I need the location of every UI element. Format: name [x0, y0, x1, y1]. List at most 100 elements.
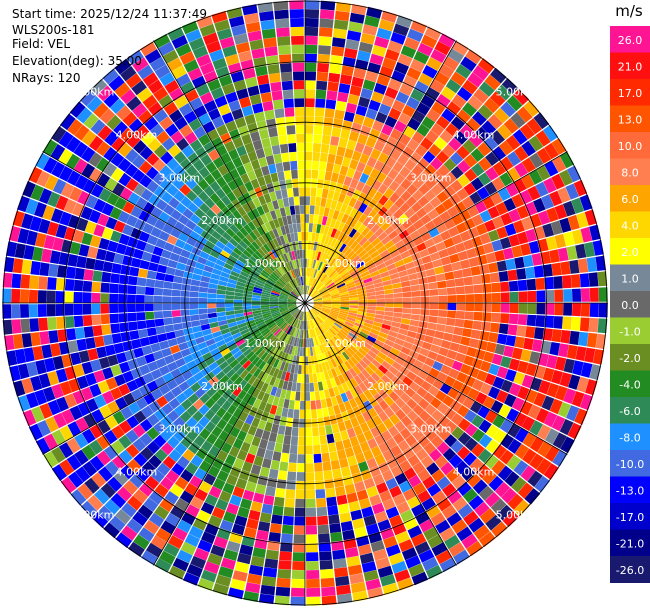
- velocity-gate: [291, 346, 296, 356]
- velocity-gate: [513, 499, 530, 517]
- velocity-gate: [59, 425, 74, 441]
- velocity-gate: [261, 203, 270, 214]
- velocity-gate: [4, 335, 15, 351]
- velocity-gate: [152, 246, 164, 257]
- velocity-gate: [102, 68, 119, 85]
- velocity-gate: [345, 102, 358, 114]
- velocity-gate: [373, 403, 384, 415]
- velocity-gate: [245, 76, 258, 88]
- velocity-gate: [416, 102, 431, 116]
- velocity-gate: [488, 386, 501, 400]
- velocity-gate: [526, 278, 537, 291]
- velocity-gate: [269, 275, 278, 282]
- velocity-gate: [431, 101, 446, 115]
- velocity-gate: [327, 442, 337, 453]
- velocity-gate: [297, 232, 302, 241]
- velocity-gate: [323, 332, 330, 342]
- velocity-gate: [228, 446, 240, 458]
- velocity-gate: [211, 230, 222, 241]
- velocity-gate: [314, 317, 321, 326]
- velocity-gate: [230, 347, 241, 356]
- velocity-gate: [278, 305, 288, 309]
- velocity-gate: [305, 35, 318, 45]
- velocity-gate: [397, 440, 410, 452]
- velocity-gate: [321, 362, 327, 372]
- velocity-gate: [124, 163, 139, 178]
- velocity-gate: [109, 313, 119, 324]
- velocity-gate: [66, 136, 81, 153]
- velocity-gate: [400, 178, 412, 190]
- velocity-gate: [378, 364, 388, 375]
- velocity-gate: [30, 332, 41, 347]
- velocity-gate: [242, 68, 256, 80]
- velocity-gate: [420, 455, 434, 469]
- velocity-gate: [483, 136, 499, 151]
- velocity-gate: [483, 396, 496, 409]
- velocity-gate: [377, 351, 387, 361]
- velocity-gate: [373, 191, 383, 202]
- velocity-gate: [268, 127, 278, 138]
- velocity-gate: [186, 564, 203, 578]
- velocity-gate: [460, 336, 471, 347]
- velocity-gate: [198, 191, 210, 203]
- velocity-gate: [107, 476, 123, 492]
- velocity-gate: [439, 527, 456, 542]
- velocity-gate: [349, 464, 360, 475]
- velocity-gate: [352, 353, 362, 363]
- velocity-gate: [244, 414, 255, 425]
- velocity-gate: [186, 360, 197, 370]
- velocity-gate: [491, 282, 501, 293]
- velocity-gate: [91, 511, 109, 528]
- velocity-gate: [263, 193, 272, 204]
- velocity-gate: [327, 268, 335, 277]
- velocity-gate: [135, 197, 148, 210]
- velocity-gate: [201, 440, 213, 453]
- velocity-gate: [144, 475, 160, 490]
- velocity-gate: [134, 376, 147, 388]
- velocity-gate: [300, 311, 304, 321]
- velocity-gate: [274, 442, 283, 453]
- velocity-gate: [312, 337, 317, 347]
- velocity-gate: [218, 103, 231, 116]
- velocity-gate: [291, 382, 297, 392]
- velocity-gate: [452, 40, 469, 56]
- velocity-gate: [417, 489, 432, 503]
- velocity-gate: [154, 64, 171, 79]
- velocity-gate: [275, 317, 284, 324]
- velocity-gate: [324, 331, 332, 341]
- velocity-gate: [506, 454, 522, 471]
- velocity-gate: [589, 287, 599, 302]
- velocity-gate: [162, 49, 179, 64]
- velocity-gate: [437, 177, 450, 191]
- velocity-gate: [378, 411, 389, 423]
- velocity-gate: [429, 79, 445, 94]
- velocity-gate: [226, 474, 238, 486]
- velocity-gate: [545, 303, 555, 315]
- velocity-gate: [365, 284, 375, 290]
- velocity-gate: [52, 178, 67, 195]
- velocity-gate: [230, 71, 245, 83]
- velocity-gate: [282, 380, 289, 390]
- velocity-gate: [563, 231, 575, 247]
- velocity-gate: [522, 254, 534, 268]
- velocity-gate: [219, 324, 229, 331]
- velocity-gate: [159, 340, 170, 350]
- velocity-gate: [334, 10, 350, 22]
- velocity-gate: [294, 268, 298, 278]
- velocity-gate: [252, 292, 262, 296]
- velocity-gate: [387, 168, 399, 180]
- velocity-gate: [378, 19, 395, 32]
- velocity-gate: [103, 445, 118, 460]
- velocity-gate: [353, 425, 363, 436]
- velocity-gate: [120, 331, 131, 342]
- velocity-gate: [210, 402, 221, 414]
- velocity-gate: [178, 342, 189, 351]
- velocity-gate: [370, 270, 380, 278]
- velocity-gate: [520, 465, 536, 482]
- velocity-gate: [417, 435, 431, 448]
- velocity-gate: [437, 428, 451, 441]
- velocity-gate: [305, 365, 309, 375]
- velocity-gate: [443, 158, 457, 172]
- velocity-gate: [461, 267, 472, 278]
